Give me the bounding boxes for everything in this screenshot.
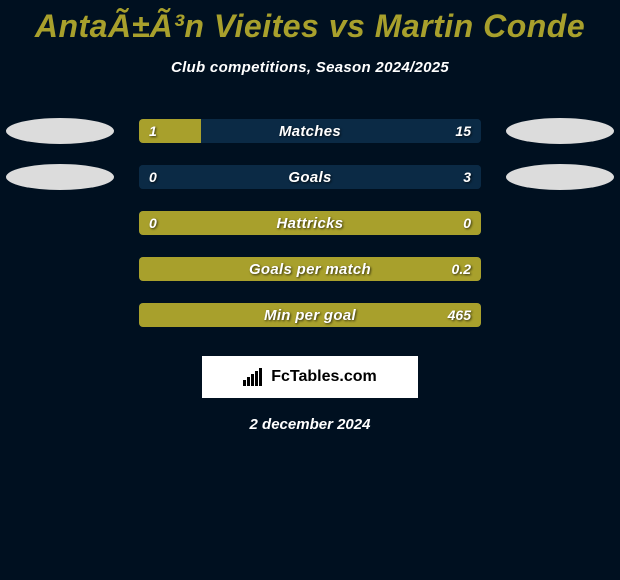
team-marker-left [6,164,114,190]
compare-row: 00Hattricks [0,200,620,246]
brand-box: FcTables.com [202,356,418,398]
compare-row: 0.2Goals per match [0,246,620,292]
bar-label: Goals [139,165,481,189]
bar-label: Goals per match [139,257,481,281]
comparison-rows: 115Matches 03Goals 00Hattricks 0.2Goals per… [0,108,620,338]
compare-row: 03Goals [0,154,620,200]
bar-label: Min per goal [139,303,481,327]
bar-track: 465Min per goal [139,303,481,327]
team-marker-right [506,118,614,144]
bar-chart-icon [243,368,265,386]
bar-label: Matches [139,119,481,143]
team-marker-right [506,164,614,190]
compare-row: 465Min per goal [0,292,620,338]
page-subtitle: Club competitions, Season 2024/2025 [0,59,620,76]
bar-track: 03Goals [139,165,481,189]
bar-track: 0.2Goals per match [139,257,481,281]
bar-track: 00Hattricks [139,211,481,235]
team-marker-left [6,118,114,144]
bar-label: Hattricks [139,211,481,235]
date-label: 2 december 2024 [0,416,620,433]
bar-track: 115Matches [139,119,481,143]
compare-row: 115Matches [0,108,620,154]
brand-text: FcTables.com [271,368,377,386]
page-title: AntaÃ±Ã³n Vieites vs Martin Conde [0,0,620,45]
comparison-infographic: AntaÃ±Ã³n Vieites vs Martin Conde Club c… [0,0,620,580]
